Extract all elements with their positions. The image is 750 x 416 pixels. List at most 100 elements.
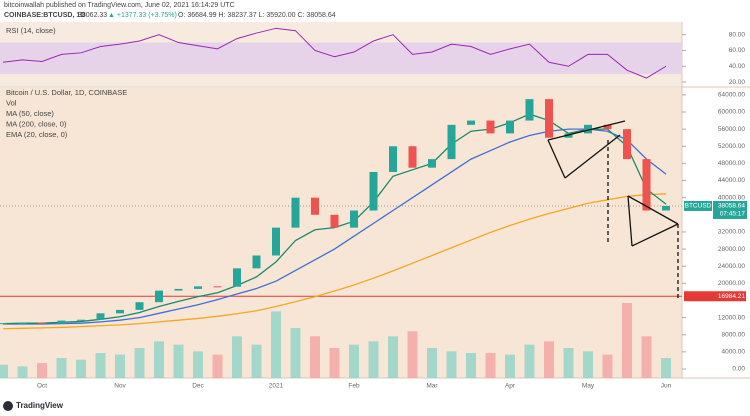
x-tick-label: Oct — [37, 383, 47, 390]
x-tick-label: Feb — [348, 383, 360, 390]
last: 38062.33 — [78, 12, 107, 19]
candle — [311, 197, 319, 215]
volume-bar — [427, 348, 437, 378]
candle — [506, 120, 514, 134]
volume-bar — [388, 336, 398, 378]
volume-bar — [349, 344, 359, 378]
candle — [603, 124, 612, 130]
candle — [642, 159, 651, 211]
volume-bar — [524, 344, 535, 378]
candle — [623, 129, 631, 160]
x-tick-label: Jun — [661, 383, 672, 390]
candle — [233, 268, 241, 287]
candle — [272, 227, 280, 256]
volume-bar — [173, 344, 184, 378]
author-line: bitcoinwallah published on TradingView.c… — [4, 2, 235, 9]
ohlc: O: 36684.99 H: 38237.37 L: 35920.00 C: 3… — [178, 12, 336, 19]
logo-mark — [3, 401, 13, 411]
volume-bar — [154, 341, 164, 378]
legend-entry: MA (200, close, 0) — [6, 119, 67, 128]
triangle-edge — [627, 195, 633, 247]
candle — [584, 124, 592, 134]
volume-bar — [290, 328, 301, 378]
volume-bar — [602, 354, 613, 378]
countdown: 07:45:17 — [720, 211, 746, 218]
candle — [330, 214, 339, 228]
y-tick-label: 60000.00 — [718, 109, 745, 116]
candle — [213, 286, 222, 288]
volume-bar — [544, 341, 554, 378]
candle — [389, 146, 397, 172]
volume-bar — [583, 351, 593, 378]
candle — [174, 288, 183, 291]
volume-bar — [212, 354, 223, 378]
candle — [18, 322, 27, 324]
y-tick-label: 40000.00 — [718, 194, 745, 201]
volume-bar — [446, 351, 457, 378]
symbol-label: BTCUSD — [685, 203, 712, 210]
y-tick-label: 52000.00 — [718, 143, 745, 150]
x-tick-label: Nov — [114, 383, 126, 390]
volume-bar — [271, 311, 281, 378]
change: ▲ +1377.33 (+3.75%) — [108, 12, 177, 19]
volume-bar — [505, 354, 515, 378]
x-tick-label: May — [582, 383, 595, 390]
y-tick-label: 20000.00 — [718, 280, 745, 287]
volume-bar — [115, 354, 125, 378]
candle — [486, 120, 495, 134]
y-tick-label: 12000.00 — [718, 314, 745, 321]
volume-bar — [37, 363, 47, 378]
legend-entry: Vol — [6, 98, 17, 107]
volume-bar — [193, 351, 203, 378]
candle — [467, 120, 475, 125]
volume-bar — [232, 336, 242, 378]
volume-bar — [76, 359, 86, 378]
legend-entry: EMA (20, close, 0) — [6, 130, 68, 139]
rsi-tick-label: 40.00 — [729, 63, 746, 70]
wedge-edge — [547, 139, 566, 179]
rsi-tick-label: 60.00 — [729, 47, 746, 54]
y-tick-label: 56000.00 — [718, 126, 745, 133]
candle — [545, 99, 553, 138]
volume-bar — [251, 344, 262, 378]
x-tick-label: Dec — [192, 383, 204, 390]
volume-bar — [641, 336, 652, 378]
candle — [408, 146, 417, 168]
volume-bar — [368, 341, 379, 378]
rsi-label: RSI (14, close) — [6, 26, 56, 35]
candle — [155, 290, 163, 303]
y-tick-label: 8000.00 — [722, 331, 746, 338]
volume-bar — [661, 358, 671, 378]
candle — [0, 323, 7, 325]
legend-entry: Bitcoin / U.S. Dollar, 1D, COINBASE — [6, 88, 127, 97]
rsi-band — [0, 42, 682, 75]
candle — [369, 171, 378, 211]
symbol-tag — [684, 200, 712, 211]
volume-bar — [485, 353, 496, 378]
support-tag — [684, 291, 746, 302]
y-tick-label: 44000.00 — [718, 177, 745, 184]
candle — [447, 124, 456, 160]
ma-line — [3, 128, 667, 325]
candle — [662, 205, 670, 211]
x-tick-label: 2021 — [269, 383, 284, 390]
volume-bar — [310, 336, 320, 378]
price-tag — [713, 200, 747, 219]
y-tick-label: 0.00 — [732, 366, 745, 373]
x-tick-label: Mar — [426, 383, 438, 390]
y-tick-label: 64000.00 — [718, 92, 745, 99]
volume-bar — [466, 353, 476, 378]
support-label: 16984.21 — [718, 293, 745, 300]
chart-layer: 80.00 60.00 40.00 20.00 64000.00 60000.00 5600… — [0, 27, 747, 390]
ma-line — [2, 193, 667, 330]
candle — [96, 313, 105, 320]
last-price-label: 38058.64 — [718, 203, 745, 210]
wedge-lower — [564, 134, 621, 179]
candle — [525, 99, 534, 121]
volume-bar — [0, 364, 8, 378]
rsi-tick-label: 80.00 — [729, 31, 746, 38]
triangle-upper — [627, 195, 679, 225]
candle — [38, 322, 46, 324]
